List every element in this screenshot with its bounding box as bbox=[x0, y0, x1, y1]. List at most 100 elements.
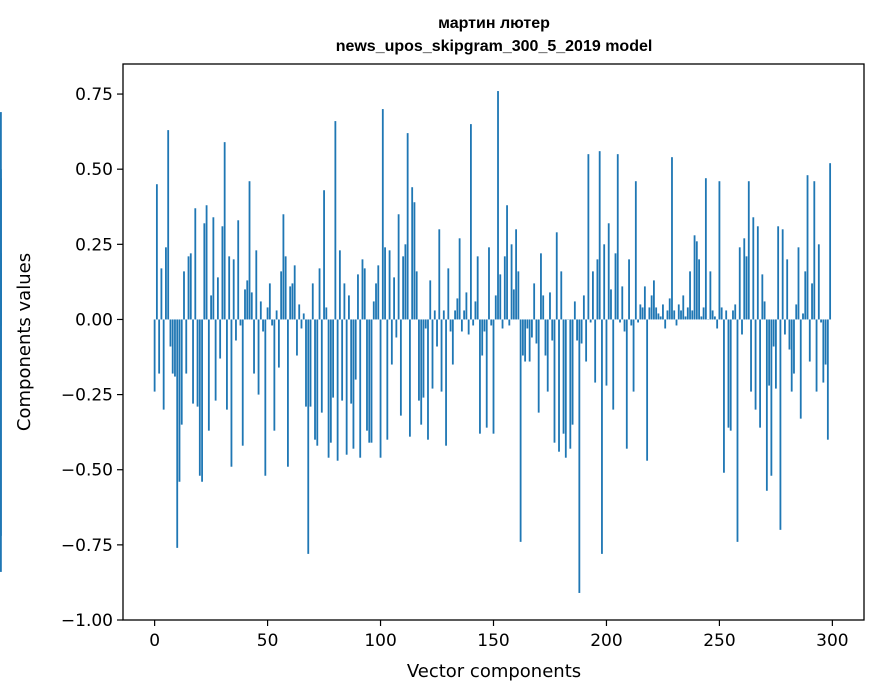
x-tick-label: 0 bbox=[149, 631, 160, 651]
bar bbox=[675, 319, 678, 326]
bar bbox=[736, 319, 739, 542]
bar bbox=[668, 298, 671, 320]
bar bbox=[781, 229, 784, 320]
bar bbox=[768, 319, 771, 386]
bar bbox=[357, 274, 359, 320]
bar bbox=[226, 319, 228, 410]
bar bbox=[614, 253, 617, 320]
y-tick-label: 0.50 bbox=[75, 160, 113, 180]
bar bbox=[806, 175, 809, 320]
bar bbox=[689, 271, 691, 320]
bar bbox=[454, 310, 456, 320]
bar bbox=[594, 319, 597, 383]
bar bbox=[524, 319, 527, 362]
bar bbox=[546, 319, 549, 392]
bar bbox=[824, 319, 827, 365]
y-tick-label: −0.25 bbox=[61, 386, 113, 406]
bar bbox=[709, 271, 712, 320]
y-tick-label: −1.00 bbox=[61, 611, 113, 631]
bar bbox=[777, 226, 780, 320]
bar bbox=[637, 319, 639, 323]
bar bbox=[799, 319, 802, 419]
bar bbox=[399, 319, 402, 416]
bar bbox=[501, 319, 504, 329]
bar bbox=[756, 226, 759, 320]
bar bbox=[770, 319, 773, 476]
bar bbox=[284, 256, 287, 320]
bar bbox=[549, 292, 551, 320]
bar bbox=[223, 142, 226, 320]
bar bbox=[562, 319, 565, 434]
bar bbox=[772, 319, 775, 347]
bar bbox=[761, 274, 764, 320]
bar bbox=[655, 307, 658, 320]
bar bbox=[623, 319, 626, 332]
bar bbox=[700, 316, 703, 320]
bar bbox=[811, 283, 813, 320]
bar bbox=[662, 304, 664, 320]
bar bbox=[438, 229, 441, 320]
bar bbox=[341, 319, 344, 401]
bar bbox=[207, 319, 210, 431]
bar bbox=[415, 271, 418, 320]
bar bbox=[257, 319, 260, 395]
bar bbox=[786, 259, 789, 320]
x-tick-label: 100 bbox=[364, 631, 396, 651]
bar bbox=[287, 319, 289, 467]
bar bbox=[384, 247, 386, 320]
chart-title: мартин лютер bbox=[438, 15, 550, 32]
bar bbox=[183, 271, 185, 320]
bar bbox=[607, 223, 610, 320]
bar bbox=[497, 91, 499, 320]
bar bbox=[361, 259, 364, 320]
bar bbox=[659, 316, 662, 320]
bar bbox=[377, 265, 380, 320]
bar bbox=[479, 319, 481, 434]
bar bbox=[605, 319, 608, 386]
bar bbox=[643, 286, 646, 320]
bar bbox=[666, 310, 669, 320]
bar bbox=[429, 280, 432, 320]
bar bbox=[248, 181, 251, 320]
bar bbox=[784, 319, 786, 335]
bar bbox=[481, 319, 484, 356]
bar bbox=[366, 319, 368, 431]
bar bbox=[540, 253, 542, 320]
bar bbox=[698, 259, 700, 320]
bar bbox=[196, 319, 199, 407]
bar bbox=[603, 244, 606, 320]
bar bbox=[253, 319, 255, 374]
bar bbox=[713, 316, 716, 320]
bar bbox=[517, 271, 520, 320]
bar bbox=[280, 271, 283, 320]
bar bbox=[291, 283, 294, 320]
bar bbox=[381, 109, 384, 320]
bar bbox=[244, 289, 246, 320]
bar bbox=[759, 319, 761, 428]
bar bbox=[797, 247, 800, 320]
bar bbox=[232, 259, 235, 320]
plot-frame bbox=[122, 63, 865, 621]
bar bbox=[573, 301, 576, 320]
bar bbox=[657, 313, 660, 320]
bar bbox=[494, 295, 497, 320]
bar bbox=[268, 283, 271, 320]
x-tick-label: 200 bbox=[590, 631, 622, 651]
bar bbox=[409, 319, 411, 437]
bar bbox=[743, 238, 746, 320]
bar bbox=[582, 295, 585, 320]
bar bbox=[779, 319, 782, 530]
bar bbox=[790, 319, 793, 392]
bar bbox=[808, 319, 811, 362]
bar bbox=[296, 319, 298, 356]
bar bbox=[535, 319, 538, 344]
bar bbox=[241, 319, 244, 446]
bar bbox=[239, 319, 242, 326]
bar bbox=[273, 319, 276, 431]
bar bbox=[449, 319, 452, 332]
bar bbox=[325, 307, 328, 320]
bar bbox=[569, 319, 572, 449]
bar bbox=[354, 319, 357, 380]
bar bbox=[266, 307, 269, 320]
bar bbox=[630, 319, 633, 326]
